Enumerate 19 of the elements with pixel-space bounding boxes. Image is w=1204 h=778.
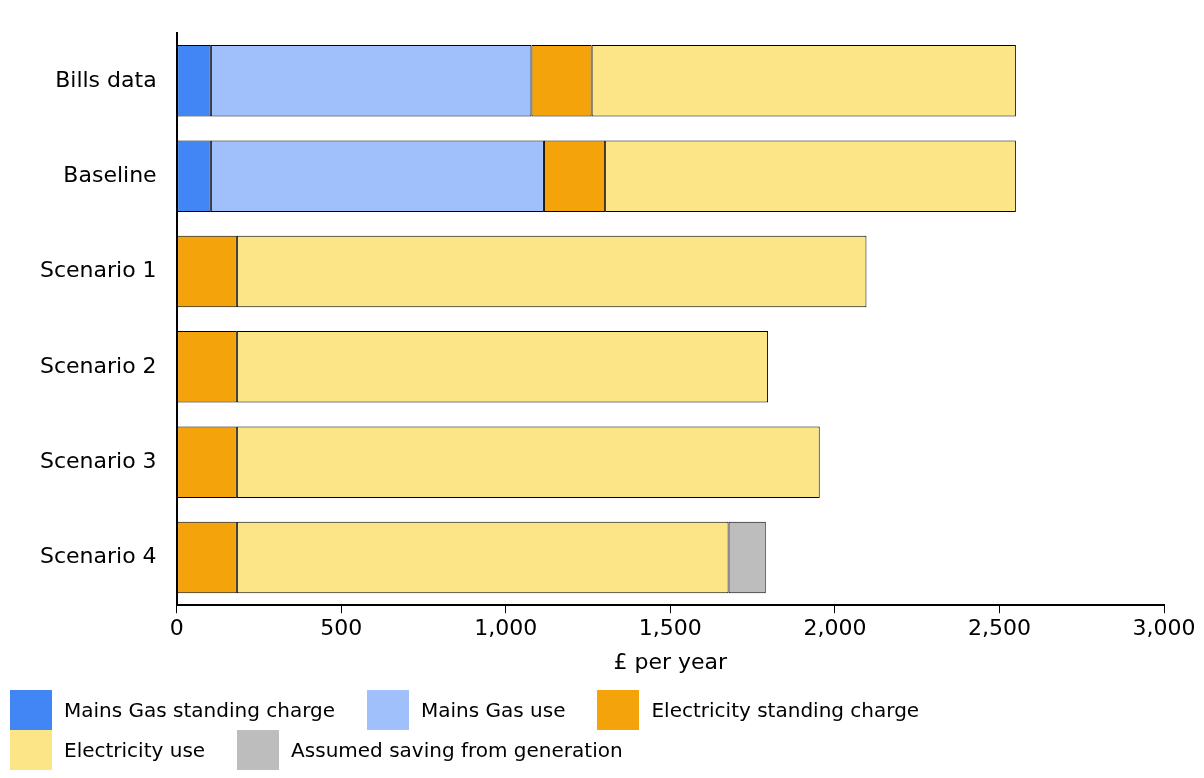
- legend-label: Electricity standing charge: [651, 698, 920, 722]
- x-tick-label: 1,500: [638, 615, 702, 641]
- legend-label: Mains Gas standing charge: [64, 698, 336, 722]
- x-tick-label: 500: [320, 615, 363, 641]
- y-tick-label: Bills data: [55, 66, 157, 92]
- y-tick-label: Scenario 3: [39, 447, 157, 473]
- legend-label: Assumed saving from generation: [291, 738, 623, 762]
- legend-label: Mains Gas use: [421, 698, 566, 722]
- x-tick-label: 3,000: [1132, 615, 1196, 641]
- y-tick-label: Baseline: [63, 161, 157, 187]
- y-tick-label: Scenario 1: [39, 257, 157, 283]
- x-tick-label: 0: [169, 615, 184, 641]
- x-tick-label: 2,000: [803, 615, 867, 641]
- y-tick-label: Scenario 4: [39, 543, 157, 569]
- x-tick-label: 1,000: [474, 615, 538, 641]
- x-tick-label: 2,500: [967, 615, 1031, 641]
- y-tick-label: Scenario 2: [39, 352, 157, 378]
- x-axis-title: £ per year: [613, 648, 729, 674]
- legend-label: Electricity use: [64, 738, 206, 762]
